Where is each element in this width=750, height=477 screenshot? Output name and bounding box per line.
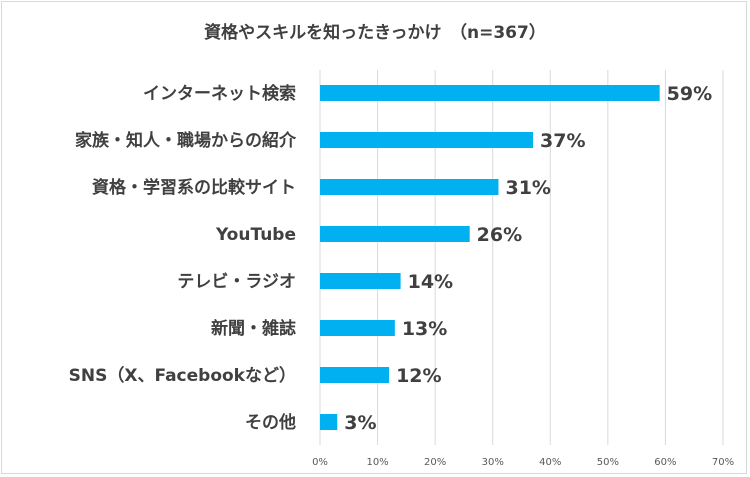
value-label: 14% <box>408 271 453 293</box>
category-label: 家族・知人・職場からの紹介 <box>75 130 297 151</box>
category-label: テレビ・ラジオ <box>177 272 296 292</box>
chart-title: 資格やスキルを知ったきっかけ （n=367） <box>204 22 546 43</box>
grid-lines <box>319 70 724 445</box>
bar <box>320 132 534 148</box>
value-label: 26% <box>477 224 522 246</box>
x-tick-label: 20% <box>424 457 446 468</box>
value-label: 59% <box>667 83 712 105</box>
value-label: 12% <box>396 365 441 387</box>
x-tick-label: 70% <box>712 457 734 468</box>
bar <box>320 273 401 289</box>
category-label: YouTube <box>215 225 296 245</box>
category-label: 新聞・雑誌 <box>211 318 296 339</box>
bars <box>320 85 660 430</box>
x-tick-label: 50% <box>597 457 619 468</box>
x-tick-label: 60% <box>654 457 676 468</box>
x-tick-label: 0% <box>312 457 328 468</box>
value-label: 3% <box>344 412 376 434</box>
bar <box>320 320 395 336</box>
value-label: 31% <box>505 177 550 199</box>
bar <box>320 226 470 242</box>
bar <box>320 414 338 430</box>
x-tick-labels: 0% 10% 20% 30% 40% 50% 60% 70% <box>312 457 734 468</box>
category-label: SNS（X、Facebookなど） <box>69 365 296 386</box>
category-label: インターネット検索 <box>143 83 296 104</box>
value-label: 37% <box>540 130 585 152</box>
category-label: その他 <box>245 412 296 433</box>
bar <box>320 85 660 101</box>
x-tick-label: 10% <box>366 457 388 468</box>
value-labels: 59% 37% 31% 26% 14% 13% 12% 3% <box>344 83 712 434</box>
x-tick-label: 40% <box>539 457 561 468</box>
bar <box>320 179 499 195</box>
category-label: 資格・学習系の比較サイト <box>92 177 296 198</box>
value-label: 13% <box>402 318 447 340</box>
x-tick-label: 30% <box>482 457 504 468</box>
bar <box>320 367 390 383</box>
